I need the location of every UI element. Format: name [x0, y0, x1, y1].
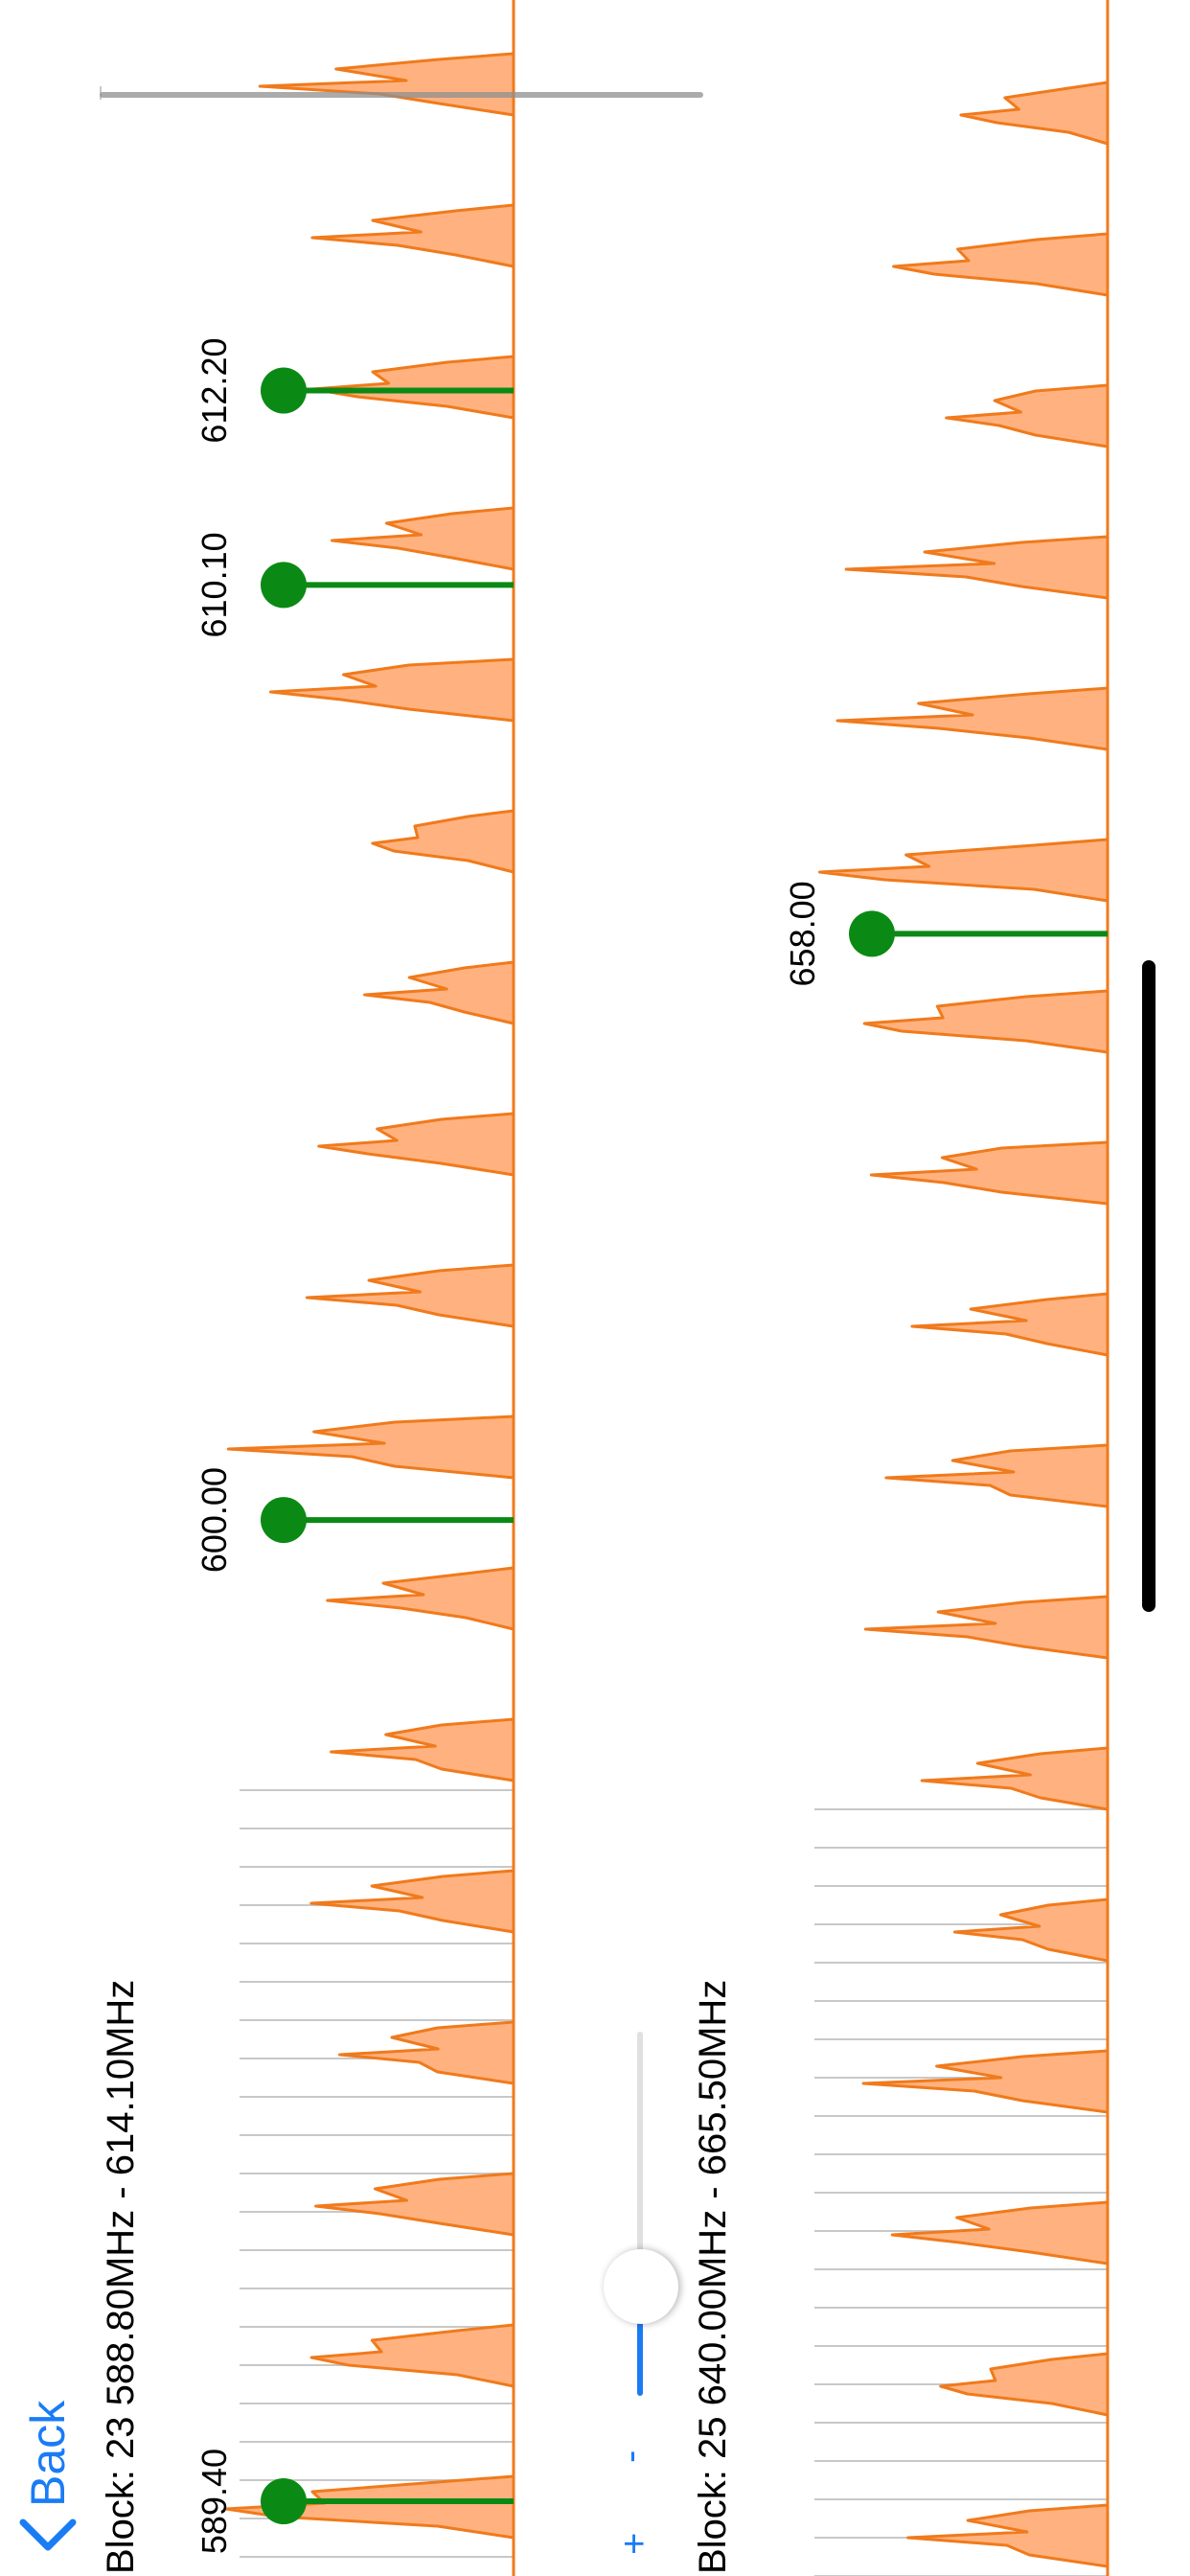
back-label: Back: [21, 2400, 75, 2507]
spectrum-chart-block-23[interactable]: 589.40 600.00 610.10 612.20: [96, 0, 517, 2576]
spectrum-chart-block-25[interactable]: 658.00: [690, 0, 1111, 2576]
channel-marker[interactable]: [261, 367, 307, 414]
channel-marker-label: 610.10: [195, 532, 234, 637]
channel-marker-label: 612.20: [195, 338, 234, 444]
channel-marker[interactable]: [261, 2478, 307, 2525]
channel-marker[interactable]: [261, 1497, 307, 1544]
chevron-left-icon: [19, 2518, 77, 2551]
channel-marker[interactable]: [261, 562, 307, 609]
channel-marker-label: 658.00: [783, 881, 822, 986]
zoom-slider[interactable]: [604, 2032, 678, 2396]
spectrum-svg: 658.00: [783, 0, 1110, 2576]
zoom-slider-thumb[interactable]: [604, 2249, 678, 2324]
scroll-indicator: [100, 92, 703, 98]
spectrum-signal: [224, 0, 515, 2576]
zoom-out-button[interactable]: -: [609, 2450, 652, 2463]
channel-marker-label: 589.40: [195, 2449, 234, 2554]
back-button[interactable]: Back: [10, 2401, 86, 2559]
zoom-in-button[interactable]: +: [613, 2532, 655, 2555]
spectrum-signal: [817, 0, 1110, 2576]
channel-marker[interactable]: [849, 910, 895, 957]
home-indicator: [1142, 960, 1156, 1612]
spectrum-svg: 589.40 600.00 610.10 612.20: [195, 0, 515, 2576]
channel-marker-label: 600.00: [195, 1467, 234, 1573]
